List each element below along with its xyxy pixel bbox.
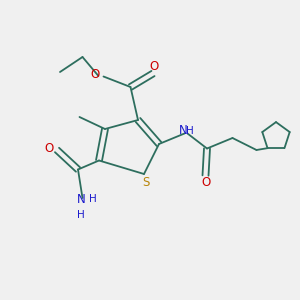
Text: N: N bbox=[179, 124, 188, 137]
Text: H: H bbox=[186, 125, 194, 136]
Text: O: O bbox=[149, 59, 158, 73]
Text: S: S bbox=[142, 176, 149, 189]
Text: N: N bbox=[76, 193, 85, 206]
Text: O: O bbox=[201, 176, 210, 190]
Text: O: O bbox=[91, 68, 100, 82]
Text: O: O bbox=[44, 142, 53, 155]
Text: H: H bbox=[77, 209, 85, 220]
Text: H: H bbox=[89, 194, 97, 205]
